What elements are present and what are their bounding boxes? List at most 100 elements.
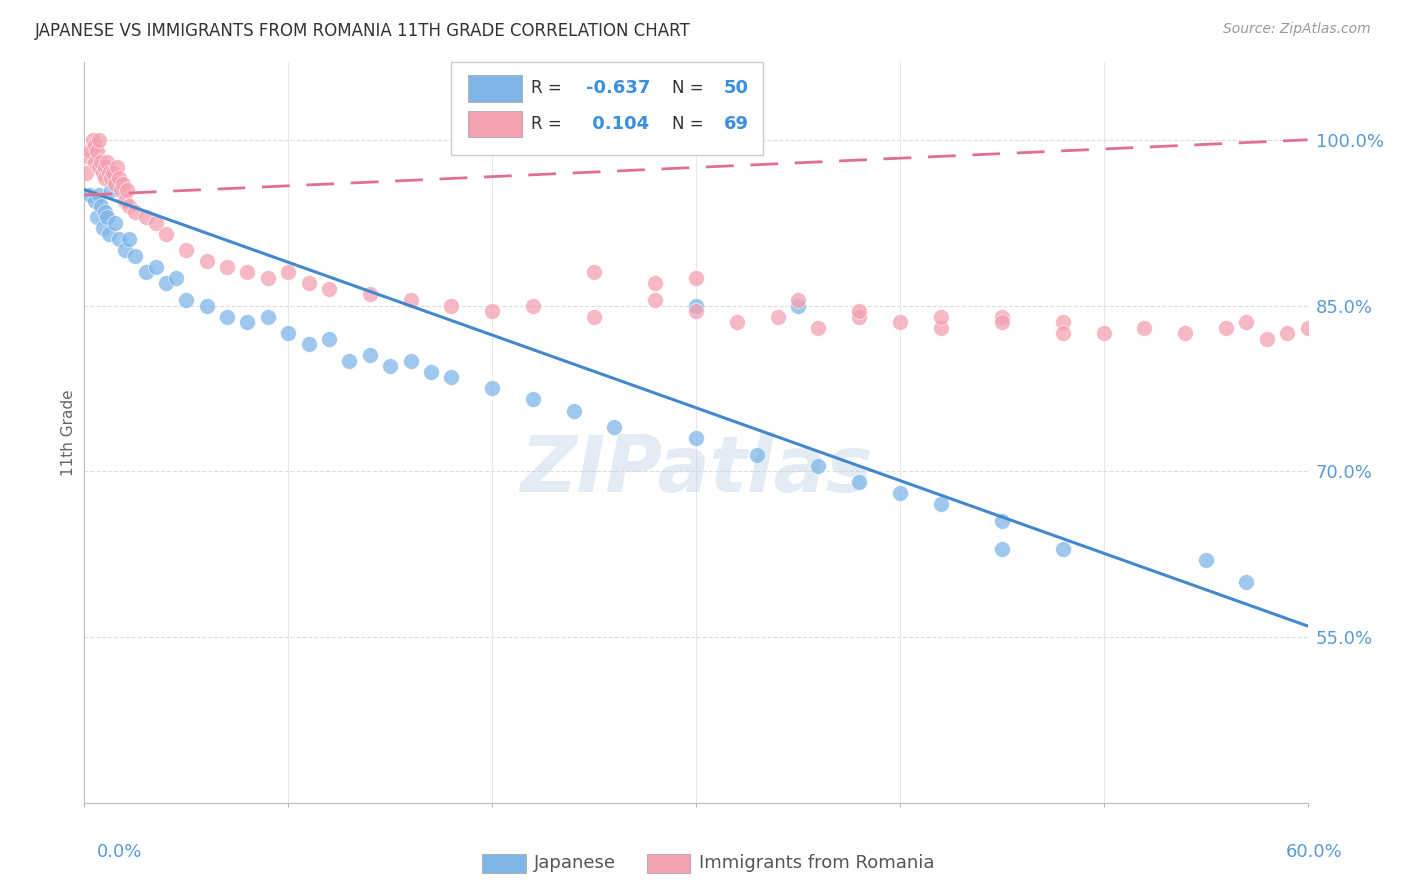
Point: [93, 171, 115, 186]
Point: [807, 320, 830, 334]
Point: [236, 315, 259, 329]
Text: R =: R =: [531, 115, 567, 133]
Point: [110, 182, 132, 196]
Point: [101, 166, 124, 180]
Point: [1236, 574, 1258, 589]
Point: [562, 403, 585, 417]
Point: [112, 177, 135, 191]
Point: [96, 210, 118, 224]
Point: [1052, 541, 1074, 556]
Point: [93, 204, 115, 219]
Point: [145, 260, 167, 274]
Point: [277, 326, 299, 341]
Point: [991, 310, 1014, 324]
Point: [77, 149, 100, 163]
Point: [174, 244, 197, 258]
FancyBboxPatch shape: [468, 75, 522, 102]
Text: R =: R =: [531, 79, 567, 97]
FancyBboxPatch shape: [468, 111, 522, 137]
Point: [83, 194, 105, 208]
Point: [583, 310, 606, 324]
Point: [108, 232, 131, 246]
Point: [787, 293, 810, 307]
Point: [96, 154, 118, 169]
Point: [318, 282, 340, 296]
Point: [889, 486, 911, 500]
Point: [86, 144, 108, 158]
Text: N =: N =: [672, 115, 709, 133]
Point: [889, 315, 911, 329]
FancyBboxPatch shape: [482, 854, 526, 873]
Point: [100, 182, 122, 196]
Point: [685, 299, 707, 313]
Point: [298, 337, 321, 351]
Text: Source: ZipAtlas.com: Source: ZipAtlas.com: [1223, 22, 1371, 37]
Point: [929, 310, 952, 324]
Point: [100, 171, 122, 186]
Point: [257, 310, 280, 324]
Text: -0.637: -0.637: [586, 79, 650, 97]
Point: [155, 227, 177, 241]
Point: [257, 271, 280, 285]
Point: [644, 277, 666, 291]
Point: [848, 475, 870, 490]
Point: [1052, 326, 1074, 341]
Text: 60.0%: 60.0%: [1286, 843, 1343, 861]
Point: [174, 293, 197, 307]
Point: [79, 144, 101, 158]
Point: [97, 166, 120, 180]
Point: [848, 304, 870, 318]
Point: [87, 133, 110, 147]
Point: [583, 265, 606, 279]
Point: [1133, 320, 1156, 334]
Point: [1052, 315, 1074, 329]
Point: [991, 315, 1014, 329]
Point: [97, 227, 120, 241]
Point: [82, 133, 104, 147]
Y-axis label: 11th Grade: 11th Grade: [60, 389, 76, 476]
Point: [929, 498, 952, 512]
Point: [83, 154, 105, 169]
Point: [399, 293, 422, 307]
Text: Immigrants from Romania: Immigrants from Romania: [699, 855, 934, 872]
FancyBboxPatch shape: [451, 62, 763, 155]
Point: [118, 232, 141, 246]
Point: [87, 161, 110, 175]
Point: [766, 310, 789, 324]
Point: [481, 381, 503, 395]
Point: [217, 310, 239, 324]
Text: 50: 50: [724, 79, 749, 97]
Point: [440, 299, 463, 313]
Point: [104, 177, 127, 191]
Point: [86, 210, 108, 224]
Point: [1092, 326, 1115, 341]
Point: [1195, 552, 1218, 566]
Point: [75, 166, 97, 180]
Point: [145, 216, 167, 230]
Point: [135, 210, 157, 224]
Point: [685, 431, 707, 445]
Text: Japanese: Japanese: [534, 855, 616, 872]
Point: [522, 392, 544, 407]
Point: [359, 348, 381, 362]
Point: [725, 315, 748, 329]
Point: [135, 265, 157, 279]
Point: [298, 277, 321, 291]
Point: [195, 299, 218, 313]
Point: [339, 353, 361, 368]
FancyBboxPatch shape: [647, 854, 690, 873]
Point: [195, 254, 218, 268]
Point: [155, 277, 177, 291]
Point: [1215, 320, 1237, 334]
Point: [87, 188, 110, 202]
Point: [685, 304, 707, 318]
Point: [114, 194, 136, 208]
Point: [277, 265, 299, 279]
Point: [91, 166, 114, 180]
Point: [1256, 332, 1278, 346]
Point: [79, 188, 101, 202]
Text: ZIPatlas: ZIPatlas: [520, 432, 872, 508]
Point: [91, 221, 114, 235]
Point: [644, 293, 666, 307]
Point: [1296, 320, 1319, 334]
